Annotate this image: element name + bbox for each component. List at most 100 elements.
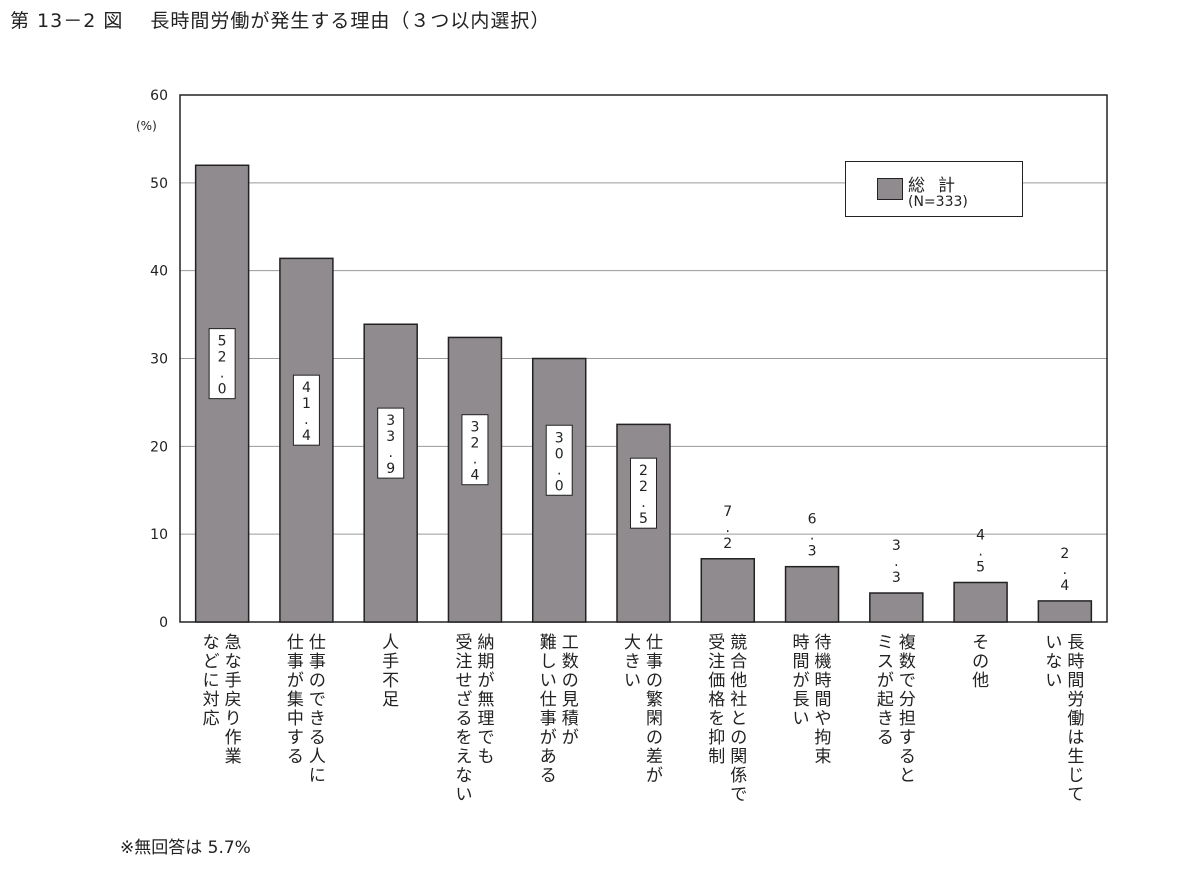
category-label: い xyxy=(793,709,810,729)
category-label: 抑 xyxy=(708,728,725,748)
category-label: 価 xyxy=(708,671,725,691)
category-label: 複 xyxy=(899,633,916,653)
data-label: . xyxy=(726,520,730,536)
category-label: で xyxy=(309,690,326,710)
y-tick-label: 40 xyxy=(150,264,168,280)
category-label: る xyxy=(309,728,326,748)
category-label: 差 xyxy=(646,747,663,767)
category-label: 戻 xyxy=(225,690,242,710)
data-label: . xyxy=(220,366,224,382)
category-label: 納 xyxy=(477,633,494,653)
y-tick-label: 30 xyxy=(150,352,168,368)
category-label: 注 xyxy=(455,652,472,672)
data-label: 3 xyxy=(892,570,901,586)
data-label: 4 xyxy=(302,428,311,444)
category-label: 期 xyxy=(477,652,494,672)
data-label: . xyxy=(978,543,982,559)
category-label: 生 xyxy=(1067,747,1084,767)
data-label: 4 xyxy=(470,468,479,484)
data-label: 7 xyxy=(723,504,732,520)
category-label: が xyxy=(646,766,663,786)
category-label: は xyxy=(1067,728,1084,748)
category-label: い xyxy=(540,671,557,691)
category-label: 他 xyxy=(972,671,989,691)
data-label-box xyxy=(461,414,489,486)
category-label: が xyxy=(540,728,557,748)
category-label: 間 xyxy=(793,652,810,672)
category-label: の xyxy=(646,671,663,691)
data-label: 0 xyxy=(218,382,227,398)
category-label: 関 xyxy=(730,747,747,767)
data-label-box xyxy=(630,457,657,529)
category-label: い xyxy=(1045,633,1062,653)
data-label: 5 xyxy=(639,511,648,527)
category-label: し xyxy=(540,652,557,672)
category-label: 時 xyxy=(1067,652,1084,672)
category-label: と xyxy=(730,709,747,729)
category-label: る xyxy=(287,747,304,767)
category-label: で xyxy=(899,671,916,691)
category-label: 作 xyxy=(225,728,242,748)
category-label: 足 xyxy=(382,690,399,710)
category-label: を xyxy=(455,728,472,748)
legend-sample-size: (N=333) xyxy=(908,194,968,210)
category-label: 仕 xyxy=(287,633,304,653)
category-label: 合 xyxy=(730,652,747,672)
category-label: 数 xyxy=(899,652,916,672)
bar xyxy=(1037,600,1093,623)
category-label: 対 xyxy=(203,690,220,710)
category-label: 社 xyxy=(730,690,747,710)
category-label: い xyxy=(455,785,472,805)
category-label: じ xyxy=(1067,766,1084,786)
data-label: 0 xyxy=(555,478,564,494)
category-label: 働 xyxy=(1067,709,1084,729)
y-tick-label: 20 xyxy=(150,439,168,455)
category-label: で xyxy=(730,785,747,805)
footnote: ※無回答は 5.7% xyxy=(120,838,251,858)
category-label: な xyxy=(225,652,242,672)
category-label: ざ xyxy=(455,689,472,710)
category-label: と xyxy=(899,766,916,786)
y-tick-label: 0 xyxy=(159,615,168,631)
category-label: 手 xyxy=(382,652,399,672)
category-label: 受 xyxy=(708,633,725,653)
category-label: い xyxy=(624,671,641,691)
category-label: 無 xyxy=(477,690,494,710)
category-label: 数 xyxy=(562,652,579,672)
category-label: に xyxy=(203,671,220,691)
category-label: 格 xyxy=(708,690,725,710)
category-label: が xyxy=(562,728,579,748)
category-label: き xyxy=(624,652,641,672)
category-label: 急 xyxy=(225,633,242,653)
category-label: の xyxy=(309,671,326,691)
data-label: 6 xyxy=(808,512,817,528)
data-label-box xyxy=(545,424,573,496)
category-label: 不 xyxy=(382,671,399,691)
page-title: 第 13－2 図 長時間労働が発生する理由（３つ以内選択） xyxy=(10,10,551,32)
category-label: 理 xyxy=(477,709,494,729)
data-label: . xyxy=(388,445,392,461)
category-label: 繁 xyxy=(646,690,663,710)
category-label: 機 xyxy=(815,652,832,672)
category-label: な xyxy=(1045,652,1062,672)
category-label: る xyxy=(540,766,557,786)
category-label: 難 xyxy=(540,633,557,653)
data-label: 1 xyxy=(302,396,311,412)
category-label: そ xyxy=(972,633,989,653)
category-label: せ xyxy=(455,671,472,691)
data-label: 2 xyxy=(723,536,732,552)
data-label: 2 xyxy=(218,350,227,366)
category-label: す xyxy=(287,728,304,748)
category-label: 大 xyxy=(624,633,641,653)
data-label: . xyxy=(304,412,308,428)
data-label: 2 xyxy=(1060,546,1069,562)
category-label: 業 xyxy=(225,747,242,767)
data-label: . xyxy=(557,462,561,478)
data-label: . xyxy=(1063,562,1067,578)
data-label: 0 xyxy=(555,446,564,462)
category-label: 見 xyxy=(562,690,579,710)
data-label: 3 xyxy=(470,420,479,436)
category-label: る xyxy=(877,728,894,748)
data-label: 5 xyxy=(976,559,985,575)
category-label: 注 xyxy=(708,652,725,672)
